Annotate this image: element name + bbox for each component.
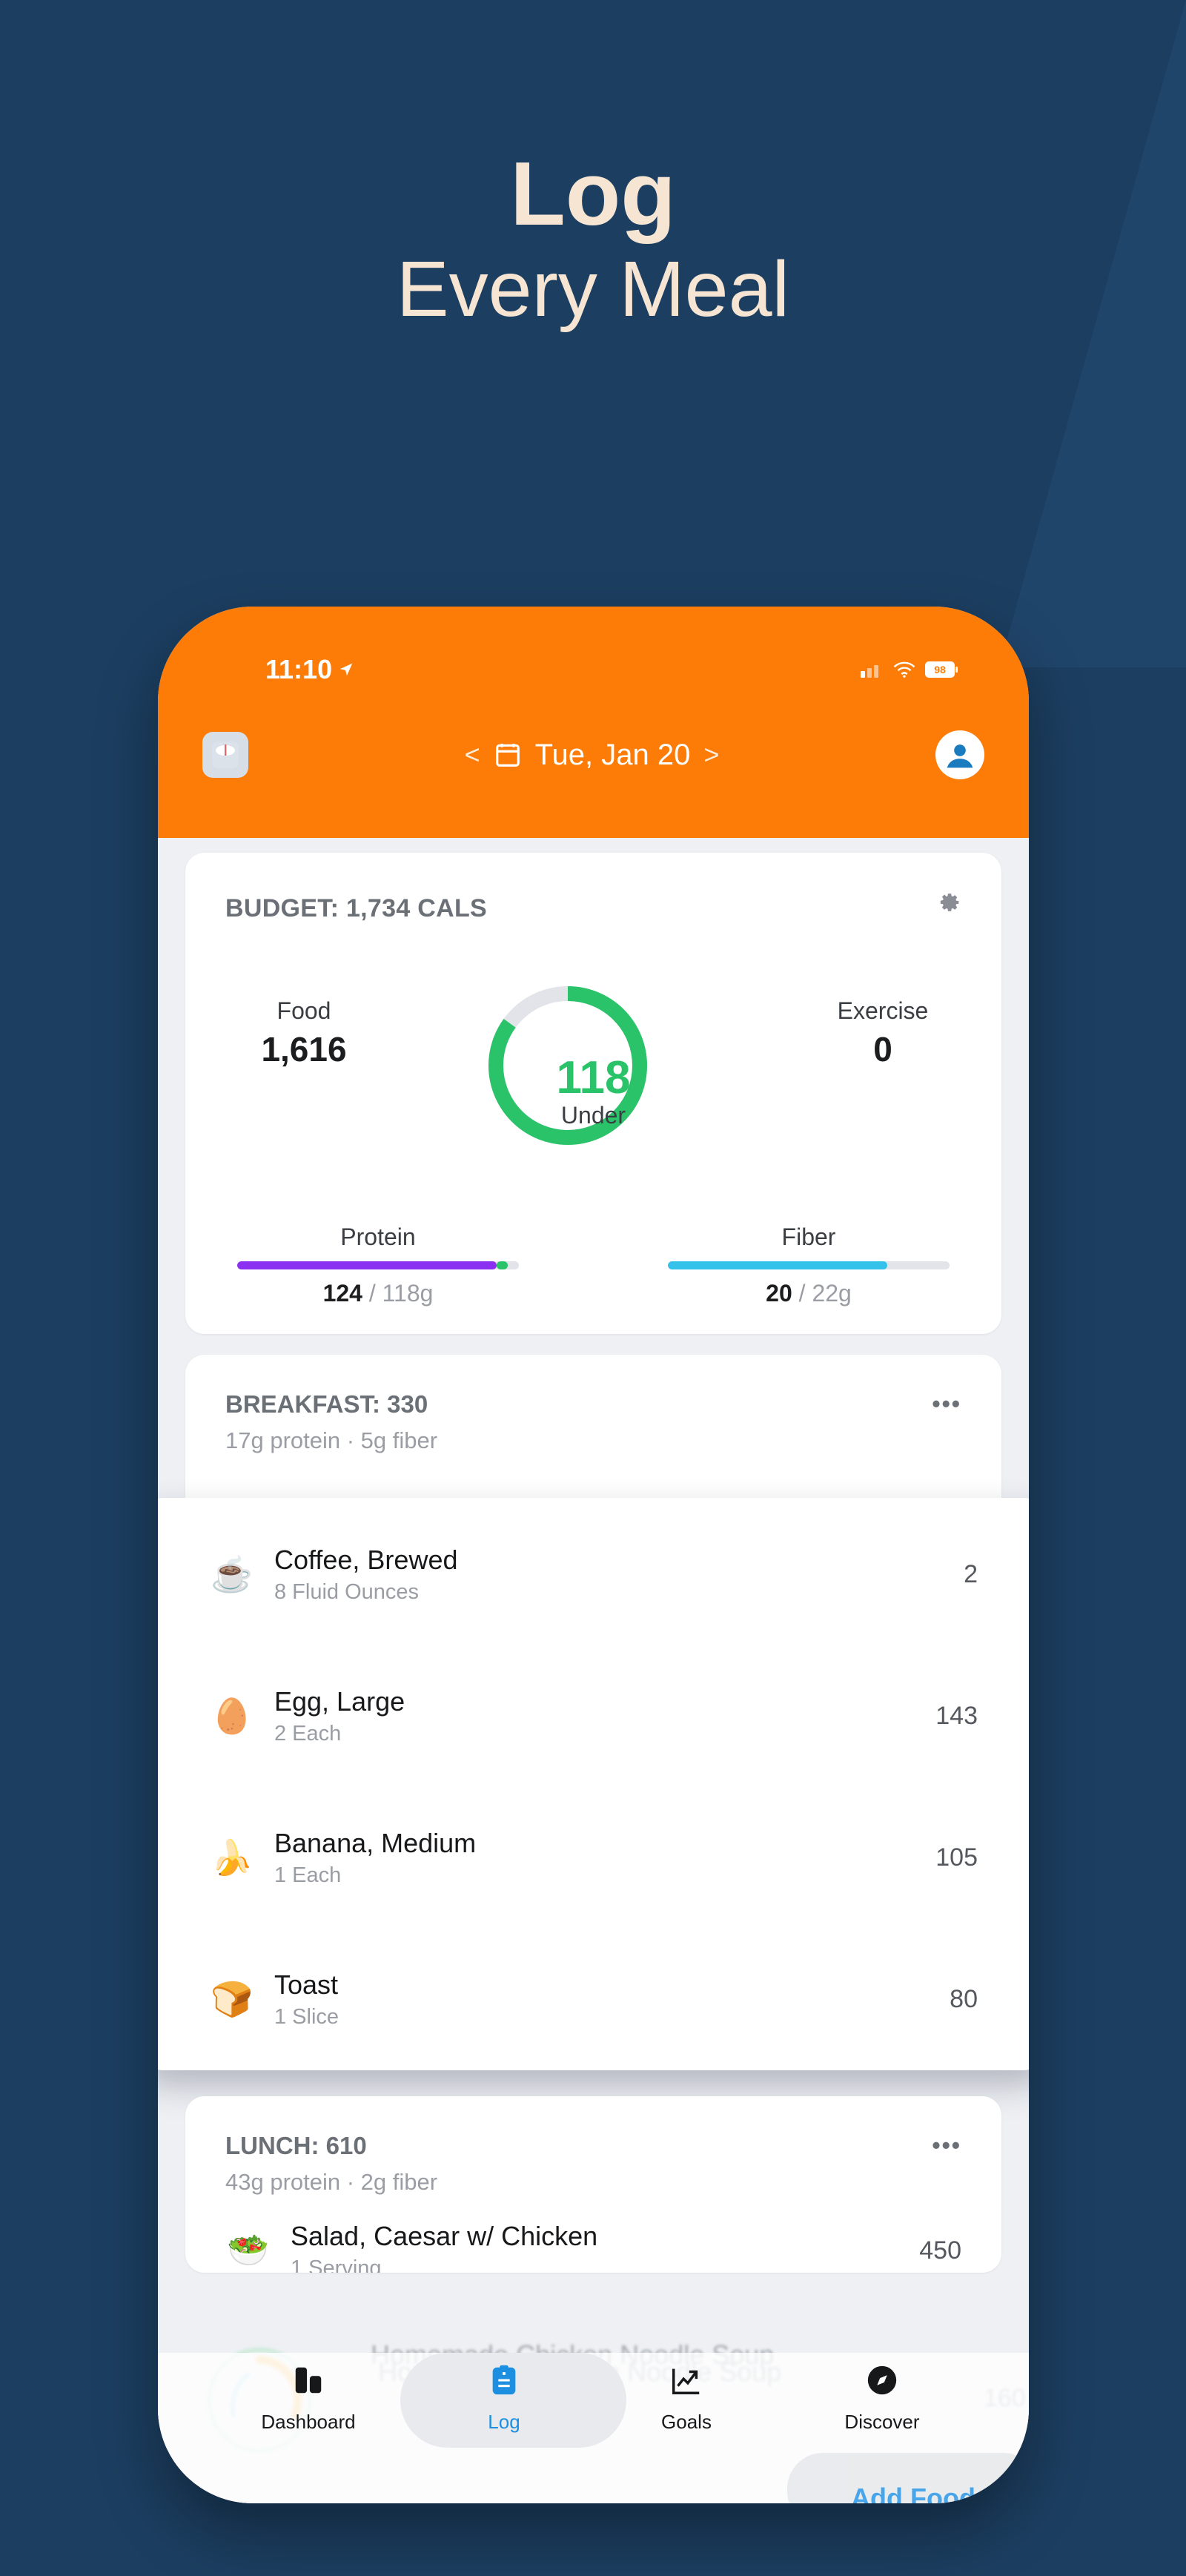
svg-text:98: 98 <box>934 664 946 676</box>
svg-text:🥗: 🥗 <box>227 2230 269 2269</box>
